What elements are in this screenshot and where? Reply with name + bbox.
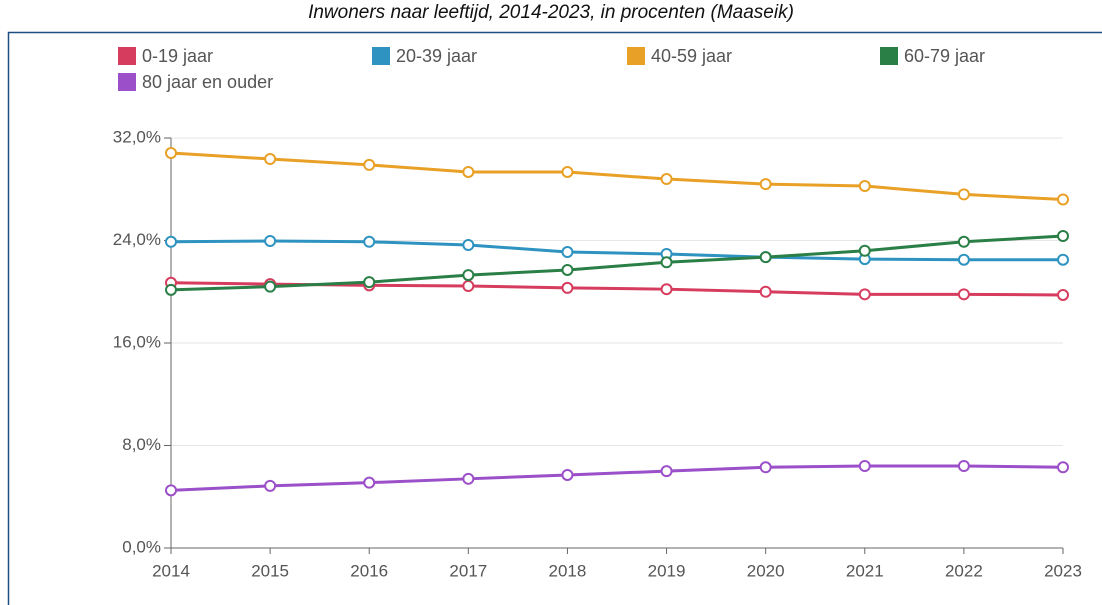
legend-swatch: [118, 73, 136, 91]
point: [957, 235, 970, 248]
line: [170, 239, 1063, 262]
point: [858, 460, 871, 472]
point: [660, 256, 673, 269]
legend-label: 60-79 jaar: [904, 46, 985, 66]
point: [462, 165, 475, 178]
x-tick-label: 2021: [846, 561, 884, 580]
point: [165, 484, 177, 497]
point: [165, 283, 177, 296]
point: [462, 238, 475, 251]
x-tick-label: 2018: [549, 561, 587, 580]
point: [759, 461, 772, 474]
line: [170, 464, 1064, 492]
legend-label: 0-19 jaar: [142, 46, 213, 66]
chart-title: Inwoners naar leeftijd, 2014-2023, in pr…: [308, 2, 794, 23]
point: [1057, 230, 1069, 243]
x-tick-label: 2022: [945, 561, 983, 580]
frame: [7, 31, 1102, 605]
legend-swatch: [118, 47, 136, 65]
x-tick-label: 2017: [449, 561, 487, 580]
point: [264, 153, 277, 166]
point: [858, 244, 871, 257]
point: [858, 288, 871, 301]
legend-label: 80 jaar en ouder: [142, 72, 273, 92]
point: [858, 180, 871, 193]
point: [759, 285, 772, 298]
point: [363, 158, 376, 171]
point: [957, 460, 970, 472]
point: [1057, 461, 1069, 474]
point: [660, 173, 673, 185]
point: [165, 146, 177, 159]
point: [561, 468, 574, 481]
point: [1057, 193, 1069, 206]
point: [363, 476, 376, 489]
y-tick-label: 32,0%: [113, 127, 161, 146]
x-tick-label: 2020: [747, 561, 785, 580]
legend-label: 40-59 jaar: [651, 46, 732, 66]
y-tick-label: 8,0%: [122, 435, 161, 454]
x-tick-label: 2016: [350, 561, 388, 580]
point: [462, 472, 475, 485]
x-tick-label: 2015: [251, 561, 289, 580]
point: [660, 283, 673, 296]
point: [363, 276, 376, 289]
point: [957, 188, 970, 201]
point: [462, 269, 475, 282]
legend-swatch: [880, 47, 898, 65]
point: [561, 246, 574, 259]
point: [264, 280, 277, 293]
point: [363, 235, 376, 248]
line: [170, 234, 1064, 292]
line: [170, 151, 1064, 201]
y-tick-label: 16,0%: [113, 332, 161, 351]
x-tick-label: 2019: [648, 561, 686, 580]
x-tick-label: 2014: [152, 561, 190, 580]
legend-swatch: [372, 47, 390, 65]
point: [1057, 253, 1069, 266]
point: [264, 235, 277, 248]
point: [462, 279, 475, 292]
point: [957, 288, 970, 301]
legend-swatch: [627, 47, 645, 65]
point: [561, 263, 574, 276]
point: [660, 465, 673, 478]
legend-label: 20-39 jaar: [396, 46, 477, 66]
x-tick-label: 2023: [1044, 561, 1082, 580]
y-tick-label: 0,0%: [122, 537, 161, 556]
y-tick-label: 24,0%: [113, 230, 161, 249]
point: [759, 251, 772, 264]
point: [165, 235, 177, 248]
point: [957, 253, 970, 266]
point: [1057, 288, 1069, 301]
point: [759, 178, 772, 191]
point: [264, 479, 277, 492]
point: [561, 165, 574, 178]
point: [561, 281, 574, 294]
